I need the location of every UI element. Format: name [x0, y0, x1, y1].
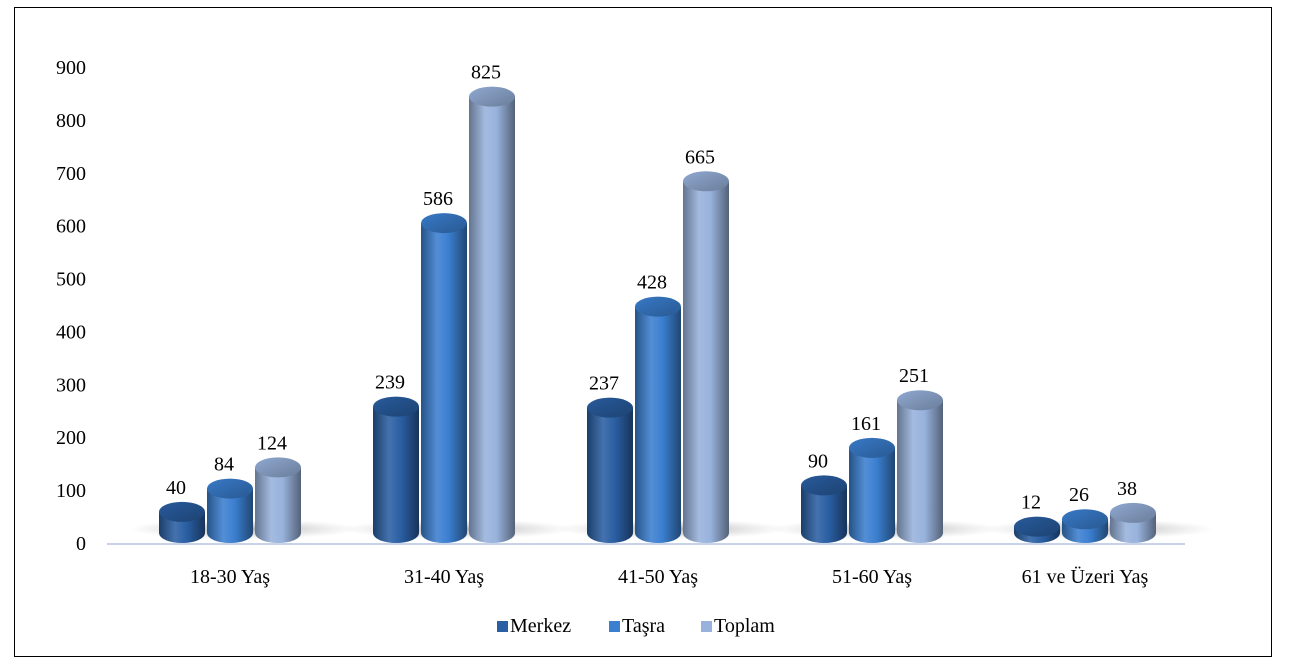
data-label: 124 [257, 432, 287, 454]
y-tick-label: 900 [56, 57, 86, 79]
bar-cap [635, 296, 681, 317]
bar [587, 397, 633, 543]
y-tick-label: 800 [56, 110, 86, 132]
bar-body [373, 406, 419, 543]
bar-body [469, 96, 515, 544]
data-label: 90 [808, 450, 828, 472]
legend-item: Merkez [497, 615, 571, 637]
bar-body [897, 400, 943, 543]
data-label: 239 [375, 372, 405, 394]
legend-swatch [609, 621, 620, 632]
bar [207, 478, 253, 543]
legend-label: Taşra [622, 615, 665, 637]
bar [683, 171, 729, 544]
data-label: 161 [851, 413, 881, 435]
bar [849, 437, 895, 543]
data-label: 237 [589, 373, 619, 395]
bars [159, 86, 1156, 544]
bar-body [421, 223, 467, 543]
bar-cap [421, 213, 467, 234]
bar [1014, 516, 1060, 543]
data-label: 84 [214, 454, 234, 476]
bar-body [849, 447, 895, 543]
axes: 0 100 200 300 400 500 600 700 800 900 18-30 Yaş 31-… [56, 57, 1185, 588]
data-label: 38 [1117, 478, 1137, 500]
x-category-label: 31-40 Yaş [404, 566, 484, 588]
y-tick-label: 500 [56, 269, 86, 291]
bar [897, 390, 943, 543]
data-label: 665 [685, 146, 715, 168]
bar [801, 475, 847, 543]
y-tick-label: 400 [56, 321, 86, 343]
bar [421, 213, 467, 543]
legend-label: Merkez [510, 615, 571, 637]
x-category-label: 51-60 Yaş [832, 566, 912, 588]
legend-item: Toplam [701, 615, 775, 637]
legend-item: Taşra [609, 615, 665, 637]
data-label: 825 [471, 62, 501, 84]
data-label: 12 [1021, 492, 1041, 514]
bar [159, 501, 205, 543]
bar-cap [469, 86, 515, 107]
x-category-label: 41-50 Yaş [618, 566, 698, 588]
y-tick-label: 600 [56, 216, 86, 238]
bar-cap [159, 501, 205, 522]
bar-cap [587, 397, 633, 418]
bar [469, 86, 515, 544]
bar [635, 296, 681, 543]
bar-cap [255, 457, 301, 478]
bar-cap [801, 475, 847, 496]
data-label: 251 [899, 365, 929, 387]
x-category-label: 61 ve Üzeri Yaş [1022, 565, 1149, 588]
y-tick-label: 300 [56, 374, 86, 396]
bar-cap [897, 390, 943, 411]
bar-cap [1014, 516, 1060, 537]
bar-cap [849, 437, 895, 458]
bar-body [635, 306, 681, 543]
data-label: 26 [1069, 484, 1089, 506]
bar [373, 396, 419, 543]
data-label: 428 [637, 272, 667, 294]
bar-cap [373, 396, 419, 417]
legend-swatch [701, 621, 712, 632]
x-category-label: 18-30 Yaş [190, 566, 270, 588]
y-tick-label: 0 [76, 533, 86, 555]
bar-cap [683, 171, 729, 192]
legend-swatch [497, 621, 508, 632]
legend-label: Toplam [714, 615, 775, 637]
data-label: 586 [423, 188, 453, 210]
legend: Merkez Taşra Toplam [497, 615, 775, 637]
data-label: 40 [166, 477, 186, 499]
data-labels: 40 84 124 239 586 825 237 428 665 90 161 251 12 26 38 [166, 62, 1137, 514]
bar-cap [207, 478, 253, 499]
bar-body [207, 488, 253, 543]
bar [255, 457, 301, 543]
y-tick-label: 700 [56, 163, 86, 185]
bar [1110, 502, 1156, 543]
bar-body [255, 467, 301, 543]
y-tick-label: 100 [56, 480, 86, 502]
y-tick-label: 200 [56, 427, 86, 449]
bar-cap [1062, 509, 1108, 530]
bar [1062, 509, 1108, 543]
bar-body [683, 181, 729, 544]
bar-body [587, 407, 633, 543]
bar-body [801, 485, 847, 543]
bar-cap [1110, 502, 1156, 523]
